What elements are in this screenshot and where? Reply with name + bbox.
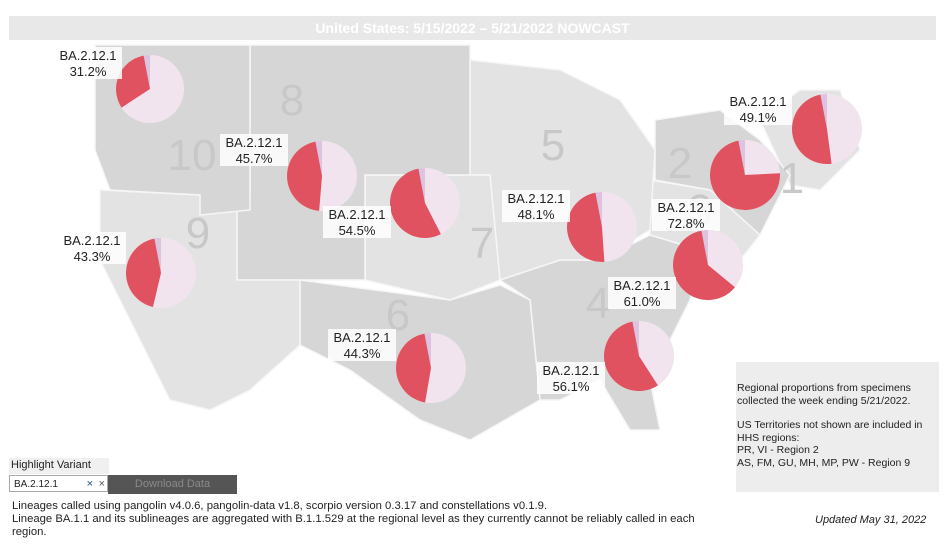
- pie-region-5: BA.2.12.148.1%: [502, 190, 637, 263]
- pie-slice-highlight: [115, 55, 150, 108]
- pie-variant-label: BA.2.12.1: [225, 135, 282, 150]
- pie-variant-label: BA.2.12.1: [613, 278, 670, 293]
- region-number: 4: [586, 279, 610, 328]
- info-line: US Territories not shown are included in: [737, 419, 923, 431]
- pie-variant-label: BA.2.12.1: [507, 191, 564, 206]
- info-line: collected the week ending 5/21/2022.: [737, 394, 911, 407]
- pie-region-8: BA.2.12.145.7%: [220, 134, 357, 211]
- pie-value-label: 56.1%: [553, 379, 590, 394]
- pie-value-label: 31.2%: [70, 64, 107, 79]
- region-number: 8: [280, 76, 304, 125]
- region-numbers: 12345678910: [168, 76, 805, 340]
- pie-slice-highlight: [567, 192, 605, 263]
- region-number: 9: [186, 209, 210, 258]
- pie-slice-minor: [820, 94, 827, 129]
- footnote-line: Lineages called using pangolin v4.0.6, p…: [12, 500, 548, 512]
- variant-value: BA.2.12.1: [14, 479, 58, 490]
- pie-slice-minor: [424, 333, 431, 368]
- info-line: HHS regions:: [737, 431, 800, 444]
- pie-slice-highlight: [126, 238, 161, 308]
- region-number: 2: [668, 139, 692, 188]
- download-data-button[interactable]: Download Data: [108, 475, 237, 494]
- pie-label-bg: [537, 362, 605, 394]
- pie-label-bg: [502, 190, 570, 222]
- pie-charts: BA.2.12.131.2%BA.2.12.145.7%BA.2.12.154.…: [54, 47, 862, 403]
- pie-variant-label: BA.2.12.1: [729, 94, 786, 109]
- footnotes: Lineages called using pangolin v4.0.6, p…: [12, 500, 732, 539]
- pie-value-label: 49.1%: [740, 110, 777, 125]
- pie-slice-minor: [701, 230, 708, 265]
- pie-slice-minor: [315, 141, 322, 176]
- pie-label-bg: [54, 47, 122, 79]
- pie-region-9: BA.2.12.143.3%: [58, 232, 196, 308]
- pie-slice-minor: [143, 55, 150, 89]
- highlight-variant-label: Highlight Variant: [9, 458, 109, 474]
- pie-slice-highlight: [673, 230, 735, 300]
- pie-slice-minor: [632, 321, 639, 356]
- pie-variant-label: BA.2.12.1: [657, 200, 714, 215]
- pie-variant-label: BA.2.12.1: [328, 207, 385, 222]
- pie-slice-highlight: [792, 94, 832, 164]
- pie-region-6: BA.2.12.144.3%: [328, 329, 466, 403]
- region-number: 10: [168, 131, 217, 180]
- pie-slice-minor: [738, 140, 745, 175]
- pie-region-4: BA.2.12.156.1%: [537, 321, 674, 394]
- info-line: AS, FM, GU, MH, MP, PW - Region 9: [737, 456, 911, 469]
- info-line: PR, VI - Region 2: [737, 444, 819, 456]
- pie-variant-label: BA.2.12.1: [333, 330, 390, 345]
- chart-title: United States: 5/15/2022 – 5/21/2022 NOW…: [9, 16, 936, 40]
- pie-variant-label: BA.2.12.1: [63, 233, 120, 248]
- updated-date: Updated May 31, 2022: [815, 514, 927, 526]
- pie-slice-highlight: [287, 141, 322, 211]
- pie-slice-highlight: [710, 140, 781, 210]
- close-icon[interactable]: ×: [98, 478, 105, 490]
- pie-variant-label: BA.2.12.1: [59, 48, 116, 63]
- footnote-line: Lineage BA.1.1 and its sublineages are a…: [12, 513, 695, 525]
- pie-label-bg: [220, 134, 288, 166]
- pie-label-bg: [724, 93, 792, 125]
- pie-region-2: BA.2.12.172.8%: [652, 140, 781, 231]
- pie-value-label: 44.3%: [344, 346, 381, 361]
- pie-slice-minor: [595, 192, 602, 227]
- pie-value-label: 43.3%: [74, 249, 111, 264]
- pie-region-1: BA.2.12.149.1%: [724, 93, 862, 164]
- pie-slice-highlight: [604, 321, 658, 391]
- region-number: 7: [470, 219, 494, 268]
- pie-label-bg: [58, 232, 126, 264]
- pie-value-label: 45.7%: [236, 151, 273, 166]
- pie-slice-minor: [418, 168, 425, 203]
- pie-variant-label: BA.2.12.1: [542, 363, 599, 378]
- info-box: Regional proportions from specimens coll…: [736, 362, 939, 492]
- pie-slice-highlight: [390, 168, 441, 238]
- pie-value-label: 54.5%: [339, 223, 376, 238]
- region-number: 5: [541, 121, 565, 170]
- pie-label-bg: [652, 199, 720, 231]
- footnote-line: region.: [12, 526, 47, 538]
- pie-value-label: 61.0%: [624, 294, 661, 309]
- pie-region-3: BA.2.12.161.0%: [608, 230, 743, 309]
- pie-slice-highlight: [396, 333, 431, 403]
- pie-label-bg: [328, 329, 396, 361]
- clear-icon[interactable]: ×: [86, 478, 93, 490]
- pie-label-bg: [323, 206, 391, 238]
- pie-label-bg: [608, 277, 676, 309]
- variant-select-input[interactable]: BA.2.12.1 × ×: [9, 475, 108, 492]
- region-number: 1: [780, 154, 804, 203]
- pie-region-10: BA.2.12.131.2%: [54, 47, 184, 123]
- info-line: Regional proportions from specimens: [737, 382, 911, 394]
- pie-value-label: 72.8%: [668, 216, 705, 231]
- pie-value-label: 48.1%: [518, 207, 555, 222]
- highlight-variant-control: Highlight Variant BA.2.12.1 × ×: [9, 458, 109, 492]
- pie-slice-minor: [154, 238, 161, 273]
- pie-region-7: BA.2.12.154.5%: [323, 168, 460, 238]
